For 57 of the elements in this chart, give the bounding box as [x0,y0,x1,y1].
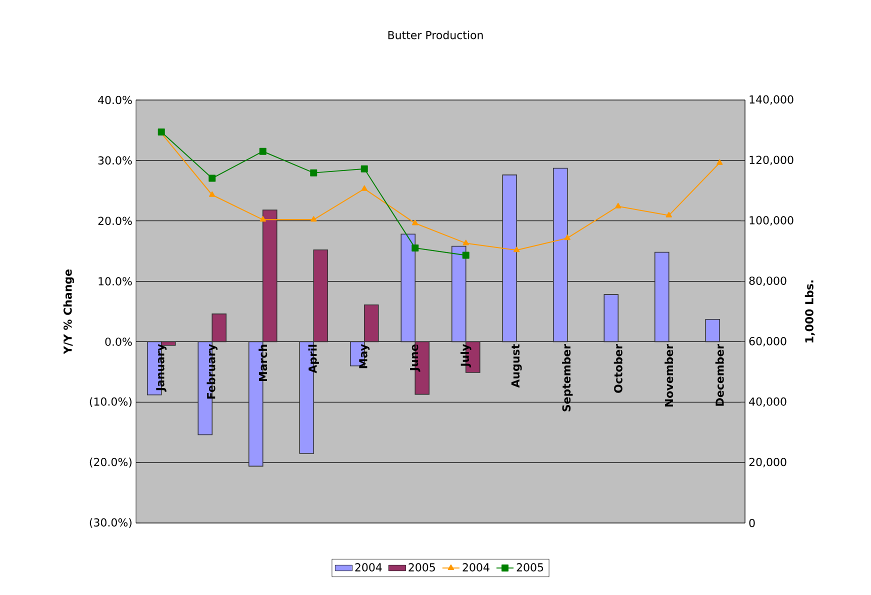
y2-tick-label: 140,000 [750,95,794,105]
legend-label: 2005 [408,563,435,572]
bar [552,168,568,342]
x-tick-label: April [308,344,319,374]
point [310,216,317,222]
y-tick-label: 20.0% [98,216,132,226]
point [260,216,266,222]
bar [604,294,619,342]
point [208,174,216,182]
bar [502,174,518,342]
point [514,246,520,252]
point [361,185,368,191]
point [259,148,266,155]
y2-tick-label: 20,000 [749,458,786,468]
x-tick-label: May [359,344,370,368]
y2-tick-label: 60,000 [749,337,786,346]
y2-axis-title: 1,000 Lbs. [804,280,815,342]
x-tick-label: November [664,344,674,407]
point [615,202,622,208]
x-tick-label: July [460,344,472,368]
x-tick-label: June [410,344,420,372]
point [412,220,418,226]
x-tick-label: February [206,344,218,399]
y-tick-label: (20.0%) [90,458,132,468]
y-tick-label: (30.0%) [90,518,132,528]
y2-tick-label: 0 [749,518,755,528]
y-tick-label: 40.0% [98,96,132,104]
legend-label: 2004 [355,563,382,572]
y-tick-label: 30.0% [98,156,132,165]
chart-title: Butter Production [388,30,483,40]
legend-label: 2004 [462,563,490,572]
x-tick-label: October [614,344,622,393]
y2-tick-label: 80,000 [749,276,786,286]
x-tick-label: December [715,344,724,406]
x-tick-label: September [562,344,573,412]
x-tick-label: January [156,344,167,392]
point [412,244,419,252]
y-tick-label: 10.0% [98,277,132,286]
point [716,159,723,165]
point [462,252,470,259]
y2-tick-label: 100,000 [750,216,794,226]
point [462,240,469,246]
y-tick-label: (10.0%) [90,397,132,408]
y-axis-title: Y/Y % Change [63,269,74,354]
point [310,169,318,176]
point [564,234,570,240]
bar [654,252,670,342]
x-tick-label: August [511,344,522,388]
y-tick-label: 0.0% [105,338,132,346]
point [209,191,216,197]
bar [705,318,720,342]
legend-label: 2005 [516,563,544,572]
x-tick-label: March [258,344,268,382]
y2-tick-label: 120,000 [750,156,794,166]
point [666,212,672,218]
y2-tick-label: 40,000 [749,397,786,407]
point [360,165,368,172]
